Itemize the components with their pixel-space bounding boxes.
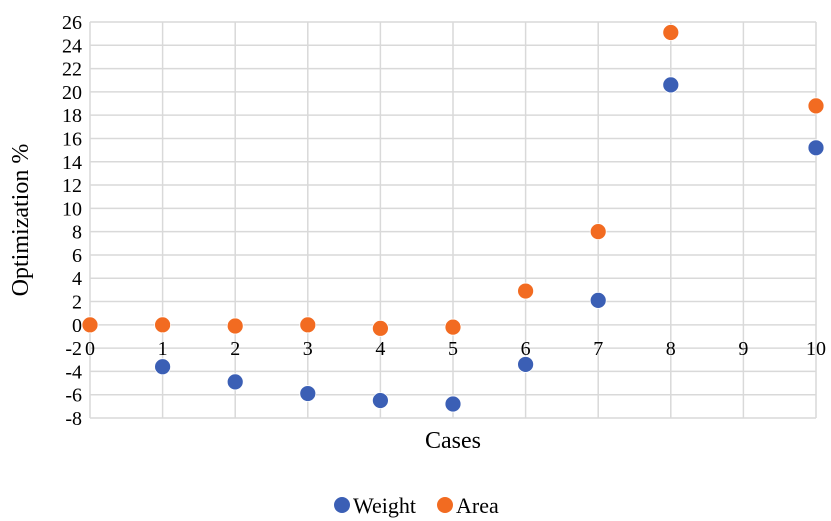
y-tick-label: 10 xyxy=(62,198,82,220)
data-point-weight xyxy=(589,291,607,309)
y-tick-label: 12 xyxy=(62,175,82,197)
data-point-weight xyxy=(371,392,389,409)
x-tick-label: 1 xyxy=(158,338,168,360)
data-point-area xyxy=(444,318,462,336)
data-point-weight xyxy=(444,395,462,413)
x-tick-label: 2 xyxy=(230,338,240,360)
y-tick-label: 2 xyxy=(72,292,82,314)
y-tick-label: -2 xyxy=(65,338,82,360)
y-tick-label: 4 xyxy=(72,268,82,290)
y-tick-label: 26 xyxy=(62,12,82,34)
y-tick-label: 8 xyxy=(72,222,82,244)
legend-label-area: Area xyxy=(456,493,499,518)
y-tick-label: -4 xyxy=(65,361,82,383)
y-tick-label: 6 xyxy=(72,245,82,267)
y-tick-label: 24 xyxy=(62,35,82,57)
x-tick-label: 10 xyxy=(806,338,826,360)
grid-lines xyxy=(89,21,817,419)
legend: Weight Area xyxy=(334,493,499,518)
x-tick-label: 5 xyxy=(448,338,458,360)
data-point-weight xyxy=(807,139,825,157)
x-tick-label: 9 xyxy=(738,338,748,360)
y-tick-label: 0 xyxy=(72,315,82,337)
y-tick-label: -6 xyxy=(65,385,82,407)
data-point-area xyxy=(662,24,680,41)
data-point-weight xyxy=(226,373,244,391)
data-point-weight xyxy=(662,76,680,94)
y-tick-label: 18 xyxy=(62,105,82,127)
data-point-weight xyxy=(299,385,317,402)
x-tick-label: 8 xyxy=(666,338,676,360)
data-point-weight xyxy=(517,356,534,373)
legend-marker-weight xyxy=(334,497,350,513)
legend-marker-area xyxy=(437,497,453,513)
x-tick-label: 0 xyxy=(85,338,95,360)
data-point-area xyxy=(81,316,99,334)
y-tick-label: 22 xyxy=(62,59,82,81)
data-point-area xyxy=(226,317,244,335)
x-tick-label: 4 xyxy=(375,338,385,360)
data-point-area xyxy=(371,319,389,337)
y-axis-title: Optimization % xyxy=(8,144,34,297)
data-point-area xyxy=(807,97,825,115)
y-tick-label: 14 xyxy=(62,152,82,174)
legend-label-weight: Weight xyxy=(353,493,416,518)
x-tick-label: 6 xyxy=(521,338,531,360)
data-series xyxy=(81,24,825,413)
y-tick-label: 20 xyxy=(62,82,82,104)
data-point-area xyxy=(589,223,607,241)
data-point-area xyxy=(517,282,534,300)
x-tick-label: 3 xyxy=(303,338,313,360)
data-point-weight xyxy=(154,358,172,376)
x-axis-ticks: 0 1 2 3 4 5 6 7 8 9 10 xyxy=(85,338,826,360)
y-tick-label: -8 xyxy=(65,408,82,430)
x-tick-label: 7 xyxy=(593,338,603,360)
data-point-area xyxy=(299,316,317,334)
y-tick-label: 16 xyxy=(62,128,82,150)
data-point-area xyxy=(154,316,172,334)
x-axis-title: Cases xyxy=(425,428,481,454)
